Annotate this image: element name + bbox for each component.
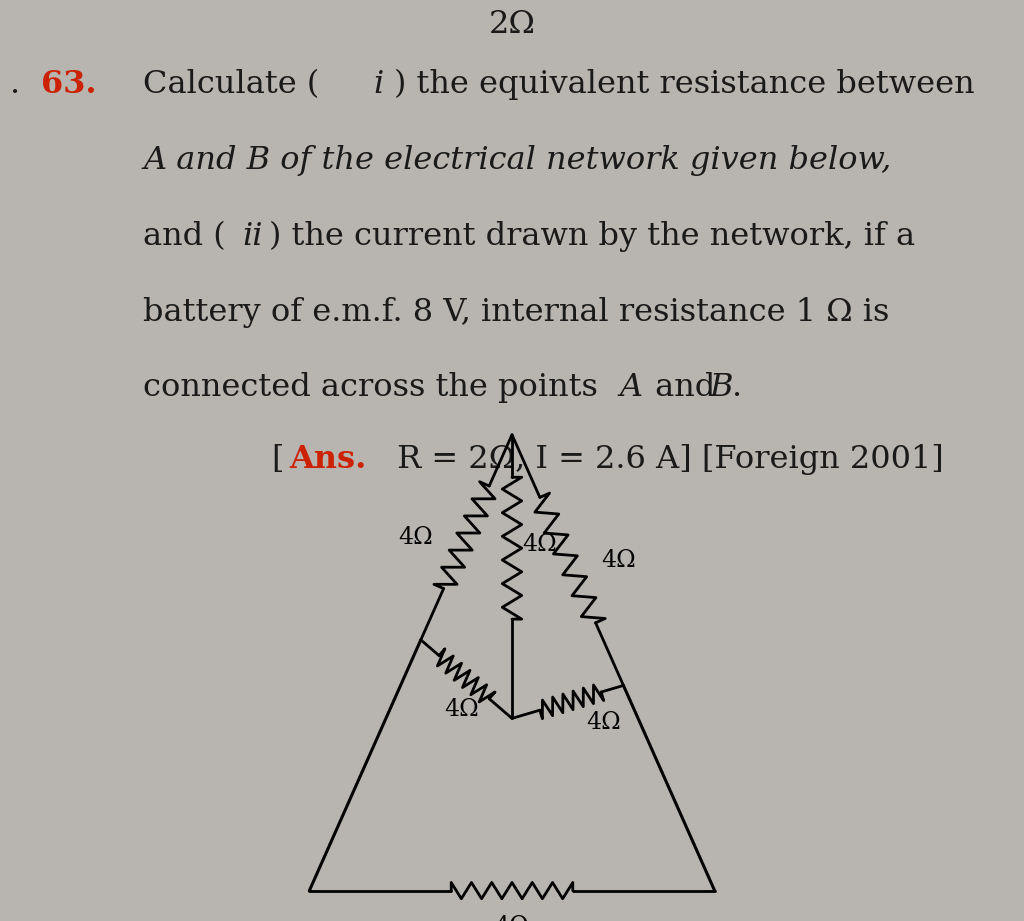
Text: Calculate (: Calculate ( (143, 69, 319, 100)
Text: 4Ω: 4Ω (586, 711, 621, 734)
Text: 4Ω: 4Ω (495, 915, 529, 921)
Text: .: . (10, 69, 31, 100)
Text: connected across the points: connected across the points (143, 372, 608, 403)
Text: 2Ω: 2Ω (488, 8, 536, 40)
Text: 63.: 63. (41, 69, 96, 100)
Text: A and B of the electrical network given below,: A and B of the electrical network given … (143, 145, 892, 176)
Text: and (: and ( (143, 221, 226, 251)
Text: A: A (620, 372, 643, 403)
Text: i: i (374, 69, 384, 100)
Text: 4Ω: 4Ω (444, 698, 479, 721)
Text: battery of e.m.f. 8 V, internal resistance 1 Ω is: battery of e.m.f. 8 V, internal resistan… (143, 297, 890, 328)
Text: B: B (710, 372, 733, 403)
Text: Ans.: Ans. (289, 444, 367, 475)
Text: .: . (732, 372, 742, 403)
Text: 4Ω: 4Ω (522, 532, 557, 555)
Text: ) the current drawn by the network, if a: ) the current drawn by the network, if a (269, 221, 915, 252)
Text: ) the equivalent resistance between: ) the equivalent resistance between (394, 69, 975, 100)
Text: ii: ii (243, 221, 263, 251)
Text: [: [ (271, 444, 284, 475)
Text: 4Ω: 4Ω (398, 526, 433, 549)
Text: R = 2Ω, I = 2.6 A] [Foreign 2001]: R = 2Ω, I = 2.6 A] [Foreign 2001] (387, 444, 944, 475)
Text: and: and (645, 372, 725, 403)
Text: 4Ω: 4Ω (601, 549, 636, 572)
